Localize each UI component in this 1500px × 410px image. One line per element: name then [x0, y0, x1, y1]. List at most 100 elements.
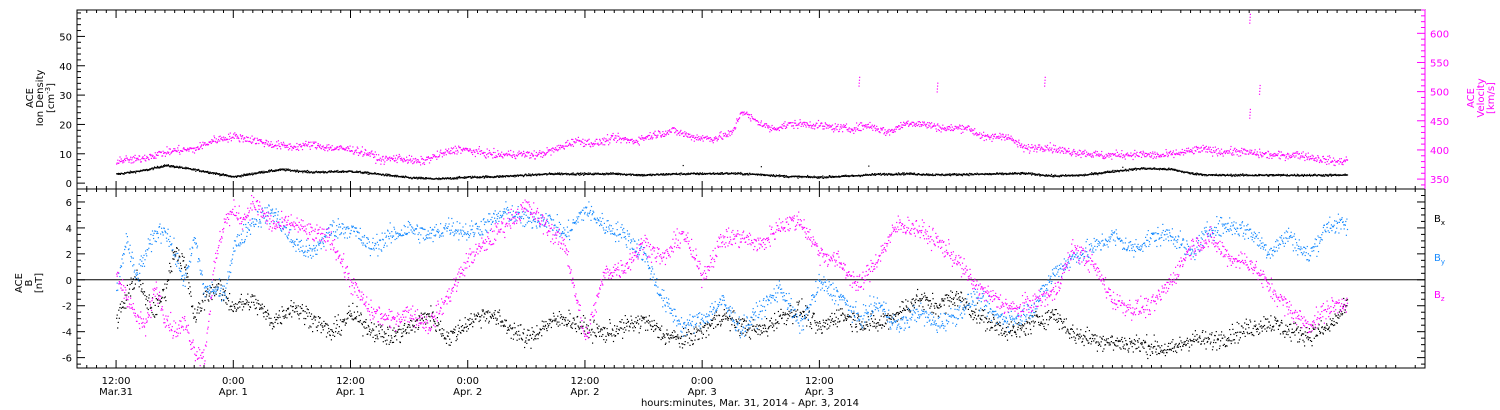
velocity-series-point: [875, 130, 877, 132]
velocity-series-point: [186, 149, 188, 151]
density-series-point: [319, 172, 321, 174]
velocity-series-point: [922, 121, 924, 123]
velocity-series-point: [940, 131, 942, 133]
velocity-series-point: [342, 147, 344, 149]
velocity-series-point: [735, 122, 737, 124]
density-series-point: [218, 173, 220, 175]
density-series-point: [244, 174, 246, 176]
density-series-point: [976, 173, 978, 175]
density-series-point: [270, 169, 273, 171]
density-series-point: [212, 173, 214, 175]
density-series-point: [760, 174, 762, 177]
density-series-point: [632, 173, 634, 176]
density-series-point: [1214, 174, 1216, 176]
density-series-point: [913, 173, 915, 176]
density-series-point: [749, 172, 751, 174]
density-series-point: [940, 175, 942, 177]
density-series-point: [529, 174, 531, 176]
density-series-point: [545, 173, 547, 175]
density-series-point: [1002, 172, 1004, 174]
velocity-series-point: [577, 136, 579, 138]
density-series-point: [1132, 169, 1134, 171]
velocity-series-point: [1038, 146, 1040, 148]
velocity-series-point: [881, 129, 883, 131]
density-series-point: [1077, 175, 1079, 177]
velocity-series-point: [447, 151, 449, 153]
velocity-series-point: [774, 128, 776, 130]
density-series-point: [847, 175, 849, 177]
density-series-point: [215, 173, 217, 175]
density-series-point: [568, 173, 570, 175]
density-series-point: [1320, 175, 1322, 177]
velocity-series-point: [847, 128, 849, 131]
density-series-point: [463, 177, 465, 179]
density-series-point: [823, 177, 825, 179]
density-series-point: [1019, 173, 1021, 176]
density-series-point: [664, 173, 667, 175]
velocity-series-point: [408, 159, 410, 161]
density-series-point: [219, 174, 221, 176]
velocity-series-point: [366, 154, 368, 156]
density-series-point: [1317, 175, 1319, 177]
density-series-point: [368, 171, 370, 174]
density-series-point: [944, 174, 946, 176]
velocity-series-point: [223, 136, 225, 138]
velocity-series-point: [197, 146, 199, 148]
x-tick-time-label: 12:00: [336, 376, 365, 387]
velocity-series-point: [788, 122, 790, 124]
velocity-series-point: [423, 162, 425, 164]
velocity-series-point: [719, 132, 721, 134]
velocity-series-point: [920, 125, 923, 127]
velocity-series-point: [767, 126, 769, 128]
velocity-series-point: [1012, 139, 1014, 141]
velocity-series-point: [556, 148, 558, 150]
density-series-point: [198, 168, 200, 171]
velocity-series-point: [202, 144, 204, 146]
velocity-series-point: [503, 153, 505, 155]
density-series-point: [1267, 174, 1269, 176]
velocity-series-point: [831, 129, 833, 131]
velocity-series-point: [419, 161, 421, 164]
velocity-series-point: [889, 130, 891, 132]
velocity-series-point: [718, 134, 721, 137]
density-series-point: [908, 173, 910, 175]
velocity-series-point: [957, 127, 960, 129]
velocity-series-point: [1011, 137, 1013, 139]
density-series-point: [572, 174, 574, 176]
density-series-point: [585, 173, 587, 175]
velocity-series-point: [837, 123, 839, 126]
velocity-series-point: [500, 153, 502, 155]
velocity-series-point: [319, 144, 321, 146]
velocity-series-point: [796, 124, 798, 126]
density-series-point: [301, 170, 303, 172]
velocity-series-point: [610, 137, 612, 139]
velocity-series-point: [420, 155, 422, 158]
velocity-series-point: [267, 144, 269, 146]
velocity-series-point: [1003, 136, 1005, 139]
velocity-series-point: [648, 138, 650, 140]
velocity-series-point: [739, 117, 741, 119]
density-series-point: [361, 171, 364, 173]
density-series-point: [455, 178, 457, 180]
density-series-point: [1237, 174, 1239, 176]
velocity-series-point: [439, 151, 441, 153]
velocity-series-point: [685, 134, 687, 136]
velocity-series-point: [545, 152, 548, 154]
density-series-point: [685, 174, 687, 176]
velocity-series-point: [289, 148, 291, 150]
density-series-point: [794, 176, 796, 178]
density-series-point: [513, 174, 516, 176]
density-series-point: [489, 176, 491, 179]
velocity-series-point: [223, 138, 225, 140]
density-series-point: [559, 174, 561, 176]
velocity-series-point: [121, 160, 123, 162]
velocity-series-point: [945, 127, 947, 129]
velocity-series-point: [119, 156, 121, 158]
density-series-point: [1257, 175, 1259, 177]
velocity-series-point: [251, 135, 253, 137]
velocity-series-point: [472, 153, 474, 156]
velocity-series-point: [387, 157, 389, 159]
density-series-point: [380, 173, 382, 175]
velocity-series-point: [580, 140, 582, 142]
density-series-point: [838, 176, 840, 178]
